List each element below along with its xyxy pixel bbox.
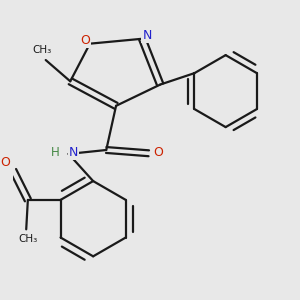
Text: O: O [80,34,90,47]
Text: CH₃: CH₃ [33,45,52,55]
Text: O: O [0,156,10,169]
Text: CH₃: CH₃ [18,234,38,244]
Text: H: H [50,146,59,159]
Text: O: O [154,146,164,159]
Text: N: N [142,29,152,42]
Text: N: N [69,146,78,159]
